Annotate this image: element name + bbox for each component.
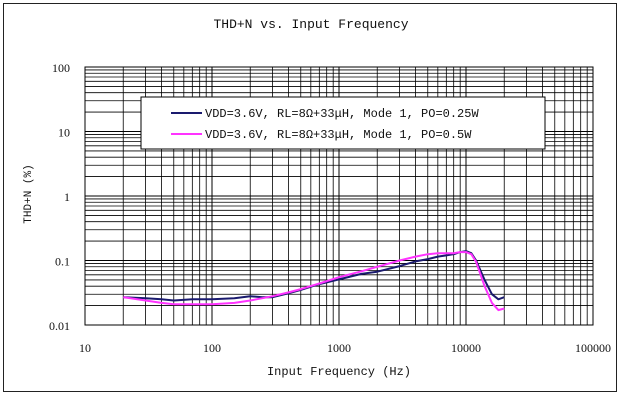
- legend-label-1: VDD=3.6V, RL=8Ω+33μH, Mode 1, PO=0.25W: [205, 107, 479, 121]
- x-tick-label: 100000: [575, 341, 611, 355]
- y-axis-label: THD+N (%): [23, 164, 35, 223]
- y-tick-label: 10: [58, 126, 70, 140]
- legend: VDD=3.6V, RL=8Ω+33μH, Mode 1, PO=0.25W V…: [140, 96, 546, 150]
- series-layer: [123, 250, 505, 312]
- legend-label-2: VDD=3.6V, RL=8Ω+33μH, Mode 1, PO=0.5W: [205, 128, 472, 142]
- plot-border: [84, 66, 594, 326]
- x-tick-label: 10000: [451, 341, 481, 355]
- y-tick-label: 1: [64, 190, 70, 204]
- x-tick-label: 100: [203, 341, 221, 355]
- legend-box: [140, 96, 546, 150]
- tick-labels: 10 100 1000 10000 100000 100 10 1 0.1 0.01: [49, 61, 611, 355]
- y-tick-label: 0.01: [49, 319, 70, 333]
- x-tick-label: 10: [79, 341, 91, 355]
- y-tick-label: 100: [52, 61, 70, 75]
- series-line-2: [123, 251, 505, 312]
- chart-title: THD+N vs. Input Frequency: [213, 17, 408, 32]
- x-tick-label: 1000: [327, 341, 351, 355]
- x-axis-label: Input Frequency (Hz): [267, 365, 411, 379]
- y-tick-label: 0.1: [55, 255, 70, 269]
